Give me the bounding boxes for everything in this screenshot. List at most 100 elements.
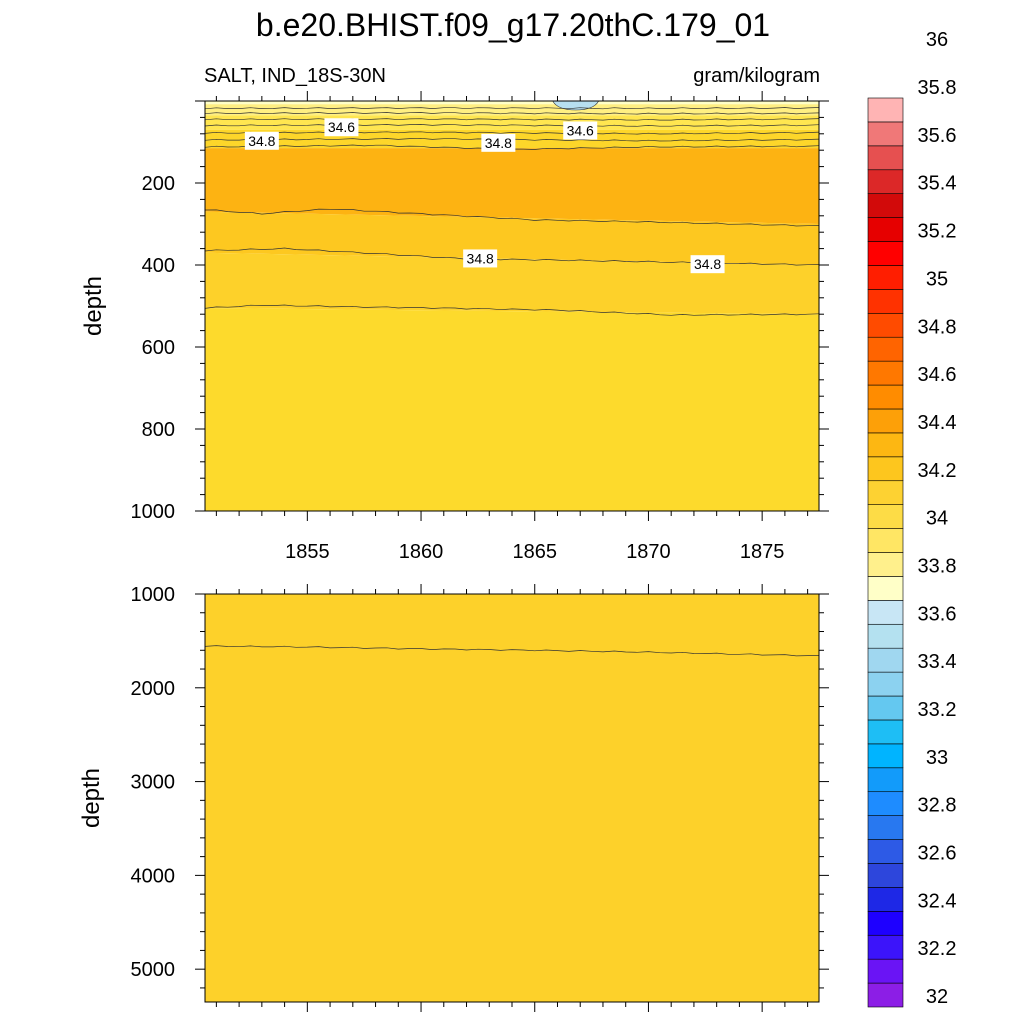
- contour-label-box: [463, 249, 498, 268]
- y-tick-label: 1000: [131, 584, 176, 606]
- x-tick-label: 1870: [626, 541, 671, 563]
- contour-label-box: [324, 118, 359, 137]
- contour-label: 34.8: [485, 135, 512, 151]
- contour-label-box: [690, 255, 725, 274]
- variable-region-subtitle: SALT, IND_18S-30N: [204, 65, 386, 87]
- colorbar-swatch: [867, 193, 904, 218]
- contour-band: [205, 211, 819, 265]
- contour-band: [205, 252, 819, 315]
- units-subtitle: gram/kilogram: [693, 65, 820, 87]
- contour-line: [205, 112, 819, 115]
- contour-line: [205, 304, 819, 316]
- colorbar-swatch: [867, 958, 904, 984]
- colorbar-label: 33.8: [918, 555, 957, 577]
- colorbar-swatch: [867, 408, 904, 434]
- colorbar-swatch: [867, 719, 904, 745]
- contour-band: [205, 104, 819, 116]
- colorbar-label: 34.2: [918, 460, 957, 482]
- y-tick-label: 4000: [131, 865, 176, 887]
- contour-label: 34.6: [328, 119, 355, 135]
- colorbar-label: 35.6: [918, 125, 957, 147]
- plot-area: [205, 594, 819, 1002]
- colorbar-swatch: [867, 241, 904, 266]
- colorbar-swatch: [867, 815, 904, 840]
- colorbar-swatch: [867, 600, 904, 625]
- colorbar-label: 34.8: [918, 316, 957, 338]
- x-tick-label: 1855: [285, 541, 330, 563]
- colorbar-swatch: [867, 839, 904, 864]
- colorbar-label: 34.4: [918, 412, 957, 434]
- contour-band: [205, 594, 819, 1002]
- colorbar-swatch: [867, 552, 904, 577]
- colorbar-label: 35: [926, 268, 948, 290]
- colorbar-label: 33.6: [918, 603, 957, 625]
- y-tick-label: 200: [142, 173, 175, 195]
- colorbar-swatch: [867, 289, 904, 314]
- colorbar-swatch: [867, 695, 904, 721]
- contour-line: [205, 208, 819, 227]
- contour-band: [205, 101, 819, 105]
- contour-label-box: [481, 133, 516, 152]
- colorbar-label: 32.4: [918, 890, 957, 912]
- contour-line: [205, 131, 819, 135]
- colorbar-label: 36: [926, 29, 948, 51]
- contour-band: [205, 148, 819, 224]
- lower-depth-panel: 1000 2000 3000 4000 5000 depth: [78, 584, 829, 1012]
- colorbar-swatch: [867, 767, 904, 793]
- salinity-colorbar: 32 32.2 32.4 32.6 32.8 33 33.2 33.4 33.6 33.8 34 34…: [867, 0, 957, 1008]
- colorbar-swatch: [867, 647, 904, 673]
- colorbar-label: 34.6: [918, 364, 957, 386]
- colorbar-label: 33: [926, 747, 948, 769]
- colorbar-swatch: [867, 934, 904, 960]
- y-axis-label: depth: [80, 276, 107, 336]
- contour-line: [205, 118, 819, 121]
- colorbar-swatch: [867, 911, 904, 936]
- contour-line: [205, 107, 819, 110]
- y-tick-label: 600: [142, 337, 175, 359]
- colorbar-label: 34: [926, 508, 948, 530]
- colorbar-swatch: [867, 743, 904, 769]
- colorbar-label: 32: [926, 986, 948, 1008]
- colorbar-label: 32.8: [918, 795, 957, 817]
- colorbar-swatch: [867, 456, 904, 482]
- y-tick-label: 5000: [131, 959, 176, 981]
- figure-title: b.e20.BHIST.f09_g17.20thC.179_01: [256, 7, 770, 43]
- colorbar-label: 32.2: [918, 938, 957, 960]
- contour-label-box: [563, 121, 598, 140]
- x-tick-label: 1865: [512, 541, 557, 563]
- contour-label: 34.8: [467, 250, 494, 266]
- colorbar-swatch: [867, 432, 904, 458]
- y-tick-label: 3000: [131, 772, 176, 794]
- colorbar-swatch: [867, 528, 904, 553]
- y-tick-label: 2000: [131, 678, 176, 700]
- contour-band: [205, 115, 819, 130]
- y-tick-label: 800: [142, 419, 175, 441]
- colorbar-label: 33.2: [918, 699, 957, 721]
- colorbar-swatch: [867, 887, 904, 912]
- colorbar-label: 36.2: [918, 0, 957, 3]
- y-tick-label: 400: [142, 255, 175, 277]
- colorbar-label: 33.4: [918, 651, 957, 673]
- x-tick-label: 1860: [399, 541, 444, 563]
- colorbar-swatch: [867, 791, 904, 816]
- colorbar-swatch: [867, 863, 904, 888]
- colorbar-swatch: [867, 121, 904, 147]
- colorbar-swatch: [867, 217, 904, 242]
- upper-depth-panel: 34.8 34.6 34.8 34.6 34.8 34.8 1855 1860 1865 1870…: [80, 91, 829, 563]
- contour-label: 34.8: [248, 133, 275, 149]
- contour-line: [205, 124, 819, 127]
- colorbar-swatch: [867, 97, 904, 123]
- y-axis-label: depth: [78, 768, 105, 828]
- x-tick-label: 1875: [740, 541, 785, 563]
- plot-area: 34.8 34.6 34.8 34.6 34.8 34.8: [205, 101, 819, 511]
- colorbar-swatch: [867, 336, 904, 362]
- contour-label-box: [244, 131, 279, 150]
- colorbar-label: 35.4: [918, 173, 957, 195]
- contour-label: 34.8: [694, 256, 721, 272]
- colorbar-swatch: [867, 384, 904, 410]
- colorbar-label: 35.2: [918, 221, 957, 243]
- contour-label: 34.6: [567, 123, 594, 139]
- colorbar-label: 35.8: [918, 77, 957, 99]
- colorbar-swatch: [867, 576, 904, 601]
- colorbar-swatch: [867, 145, 904, 171]
